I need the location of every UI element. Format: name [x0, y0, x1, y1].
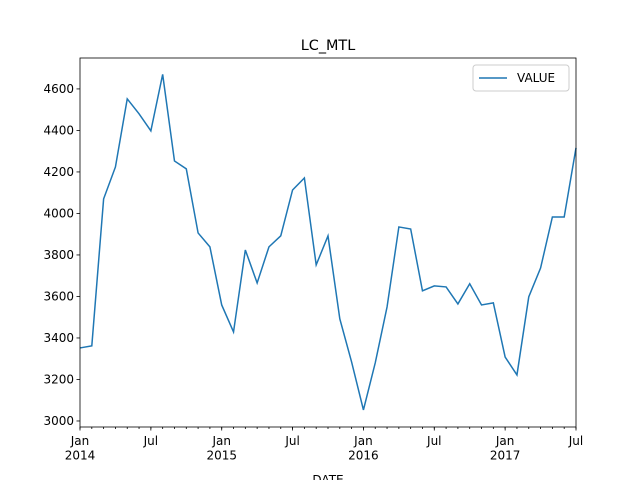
chart-title: LC_MTL [301, 38, 356, 54]
plot-area: 3000 3200 3400 3600 3800 4000 4200 4400 4600 Jan 2… [43, 74, 583, 462]
y-tick-label: 4600 [43, 82, 74, 96]
legend-label: VALUE [517, 71, 555, 85]
y-tick-label: 3400 [43, 331, 74, 345]
line-series [79, 74, 577, 411]
x-tick-label: Jul [143, 434, 158, 448]
x-tick-label: Jan 2017 [490, 434, 521, 462]
x-tick-label: Jan 2016 [348, 434, 379, 462]
y-tick-label: 3600 [43, 289, 74, 303]
y-tick-label: 4400 [43, 123, 74, 137]
y-tick-label: 3800 [43, 248, 74, 262]
legend-box [472, 64, 570, 92]
x-axis-label: DATE [312, 473, 343, 480]
x-tick-label: Jul [284, 434, 299, 448]
y-tick-label: 3200 [43, 372, 74, 386]
axes-frame [79, 57, 577, 428]
y-tick-label: 4200 [43, 165, 74, 179]
y-tick-label: 4000 [43, 206, 74, 220]
legend: VALUE [472, 64, 570, 92]
x-tick-label: Jul [426, 434, 441, 448]
x-tick-label: Jul [568, 434, 583, 448]
x-tick-label: Jan 2015 [206, 434, 237, 462]
y-tick-label: 3000 [43, 414, 74, 428]
x-tick-label: Jan 2014 [65, 434, 96, 462]
